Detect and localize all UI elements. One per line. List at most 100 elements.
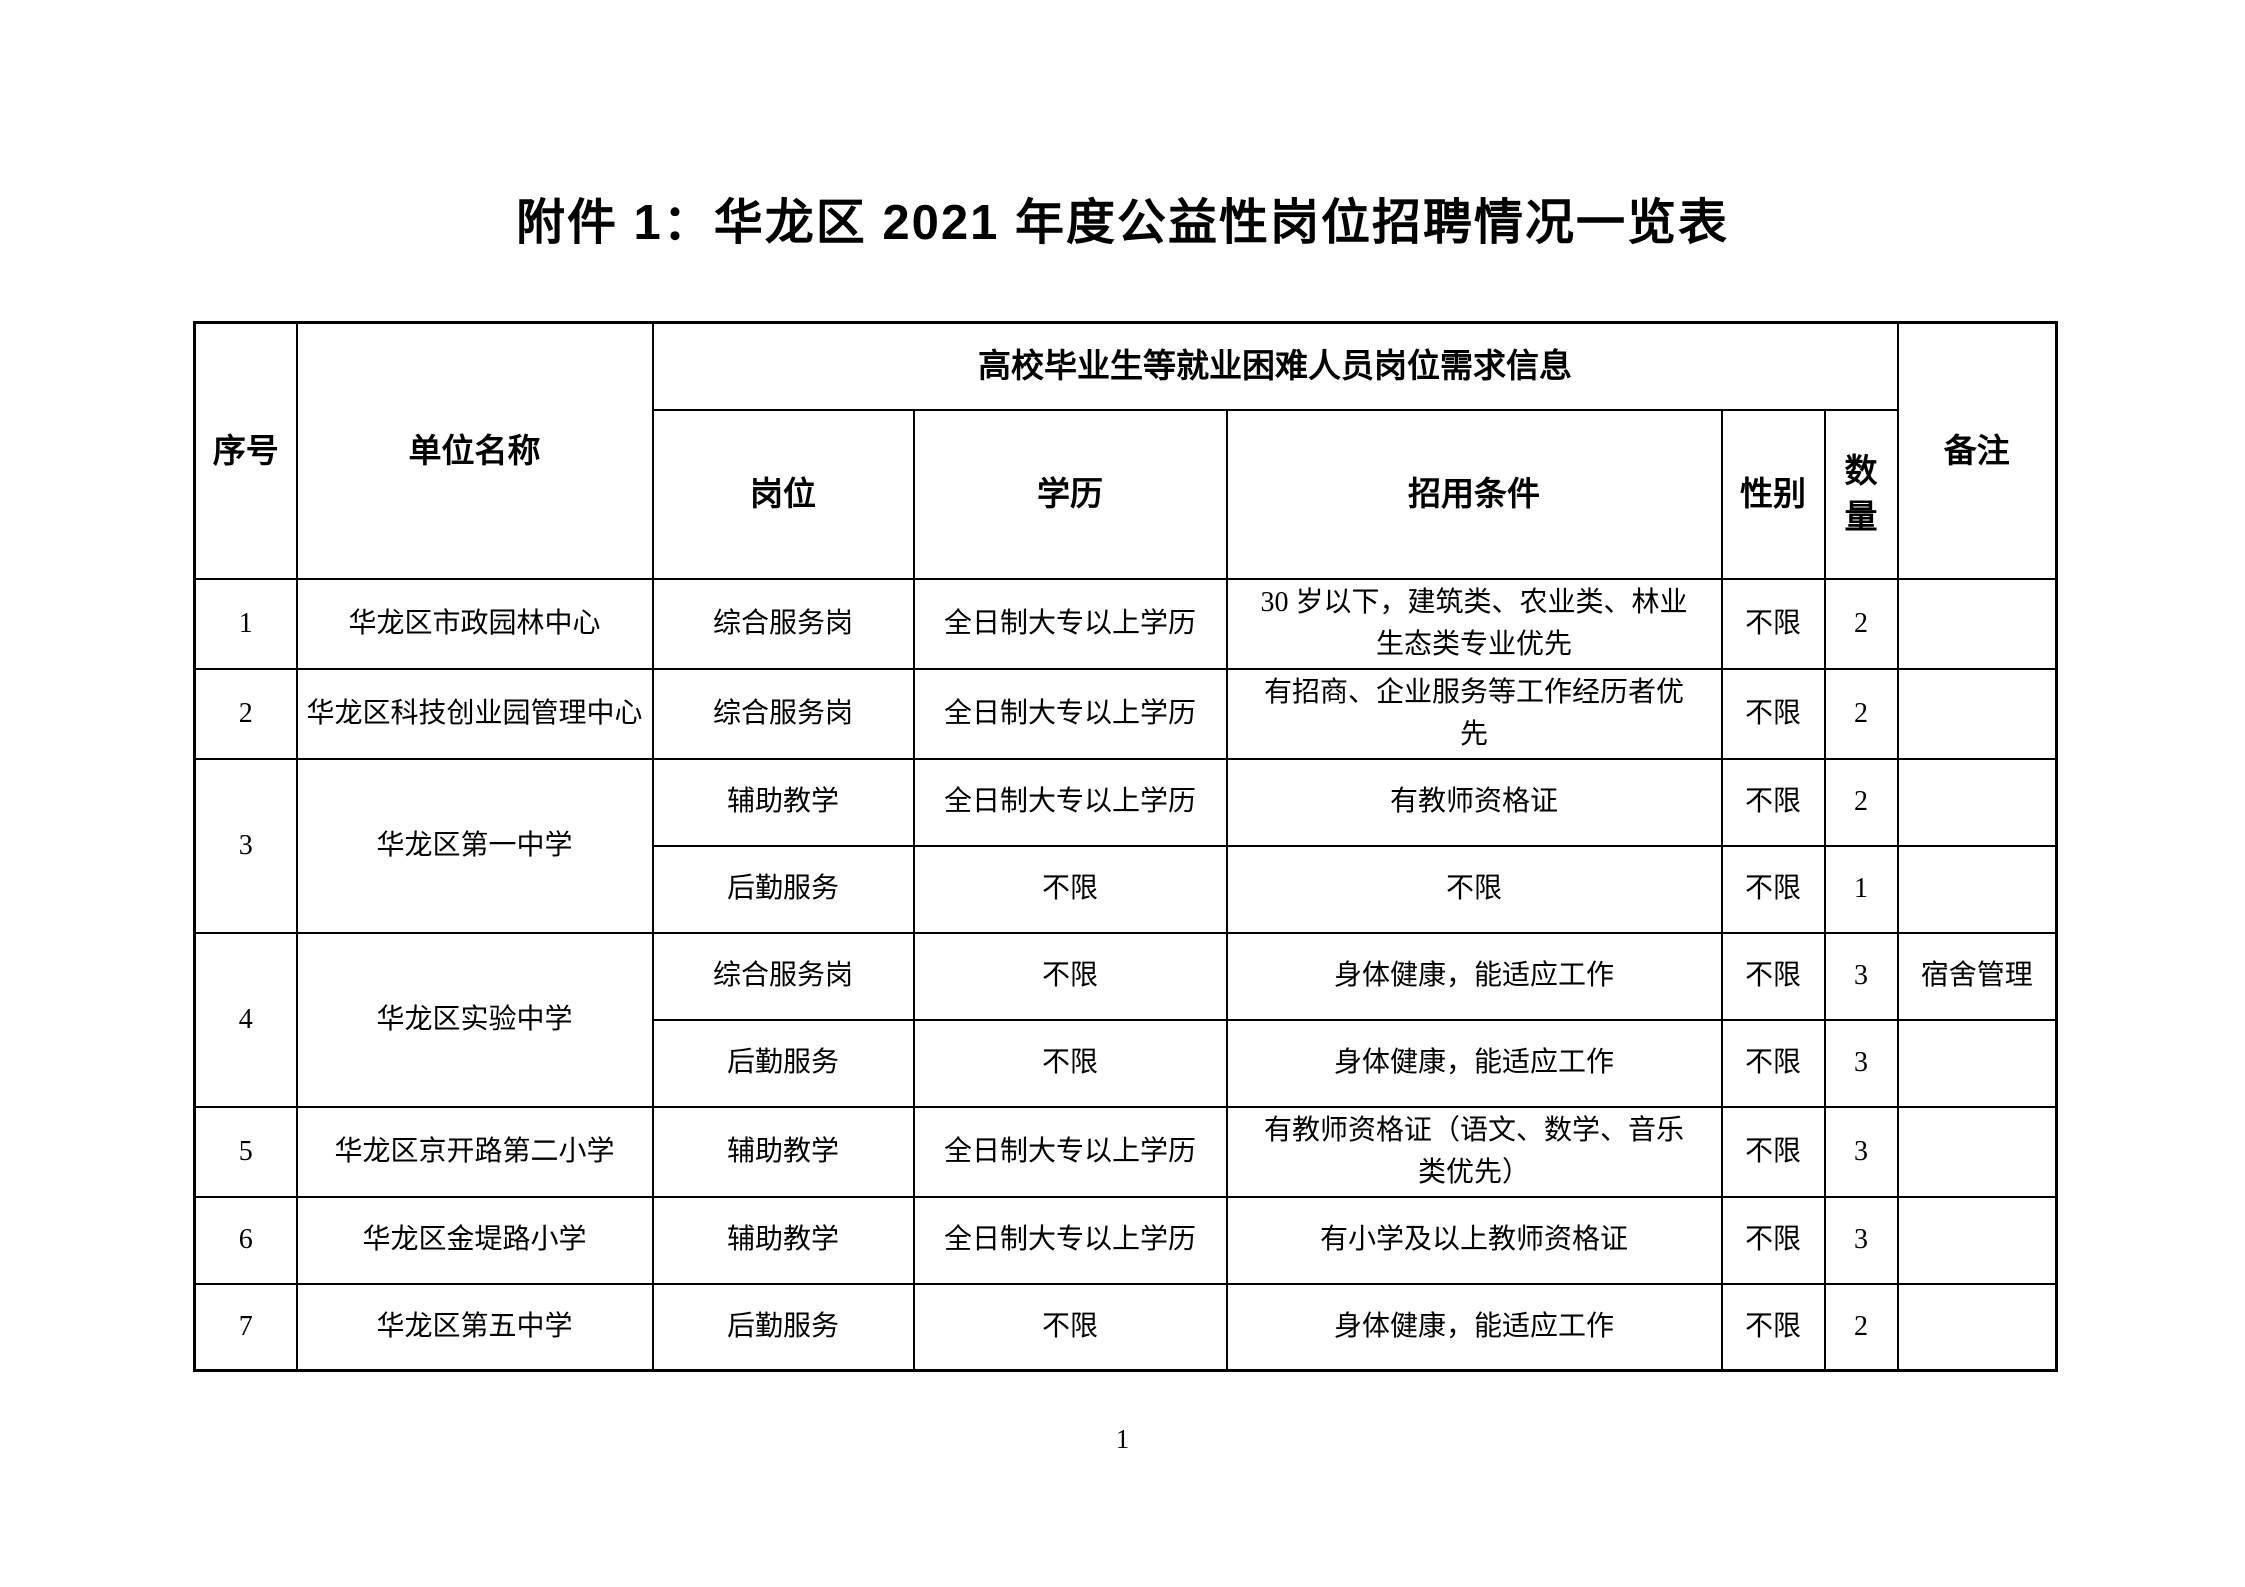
remark-cell [1896,1018,2058,1108]
post-cell: 综合服务岗 [651,577,915,670]
table-row: 7 华龙区第五中学 后勤服务 不限 身体健康，能适应工作 不限 2 [193,1282,2058,1372]
quantity-cell: 2 [1823,1282,1899,1372]
gender-cell: 不限 [1720,1195,1826,1285]
education-cell: 全日制大专以上学历 [912,757,1228,847]
gender-cell: 不限 [1720,1018,1826,1108]
conditions-cell: 有教师资格证（语文、数学、音乐类优先） [1225,1105,1723,1198]
post-cell: 辅助教学 [651,757,915,847]
quantity-cell: 3 [1823,1105,1899,1198]
quantity-cell: 3 [1823,931,1899,1021]
gender-cell: 不限 [1720,1282,1826,1372]
quantity-cell: 2 [1823,667,1899,760]
table-group-header: 高校毕业生等就业困难人员岗位需求信息 [651,321,1899,411]
serial-cell: 2 [193,667,298,760]
table-body: 1 华龙区市政园林中心 综合服务岗 全日制大专以上学历 30 岁以下，建筑类、农… [193,577,2058,1372]
remark-cell [1896,844,2058,934]
table-row: 6 华龙区金堤路小学 辅助教学 全日制大专以上学历 有小学及以上教师资格证 不限… [193,1195,2058,1285]
conditions-text: 有教师资格证 [1389,786,1558,817]
conditions-cell: 30 岁以下，建筑类、农业类、林业生态类专业优先 [1225,577,1723,670]
table-row: 2 华龙区科技创业园管理中心 综合服务岗 全日制大专以上学历 有招商、企业服务等… [193,667,2058,760]
conditions-text: 有教师资格证（语文、数学、音乐类优先） [1263,1114,1684,1188]
table-row: 后勤服务 不限 身体健康，能适应工作 不限 3 [195,1018,2058,1108]
unit-cell: 华龙区金堤路小学 [295,1195,654,1285]
quantity-cell: 1 [1823,844,1899,934]
column-header-unit: 单位名称 [295,321,654,580]
remark-cell [1896,667,2058,760]
post-cell: 后勤服务 [651,1282,915,1372]
column-header-gender: 性别 [1720,408,1826,580]
table-row: 5 华龙区京开路第二小学 辅助教学 全日制大专以上学历 有教师资格证（语文、数学… [193,1105,2058,1198]
education-cell: 全日制大专以上学历 [912,667,1228,760]
conditions-text: 身体健康，能适应工作 [1333,1310,1614,1342]
education-cell: 全日制大专以上学历 [912,577,1228,670]
unit-cell: 华龙区科技创业园管理中心 [295,667,654,760]
page-title: 附件 1：华龙区 2021 年度公益性岗位招聘情况一览表 [515,196,1730,250]
unit-cell: 华龙区市政园林中心 [295,577,654,670]
conditions-cell: 身体健康，能适应工作 [1225,1018,1723,1108]
serial-cell: 1 [193,577,298,670]
education-cell: 全日制大专以上学历 [912,1105,1228,1198]
unit-cell: 华龙区京开路第二小学 [295,1105,654,1198]
education-cell: 不限 [912,931,1228,1021]
education-cell: 全日制大专以上学历 [912,1195,1228,1285]
table-row: 3 华龙区第一中学 辅助教学 全日制大专以上学历 有教师资格证 不限 2 [193,757,2058,934]
quantity-cell: 2 [1823,577,1899,670]
education-cell: 不限 [912,844,1228,934]
gender-cell: 不限 [1720,757,1826,847]
quantity-cell: 3 [1823,1195,1899,1285]
gender-cell: 不限 [1720,667,1826,760]
remark-cell [1896,1105,2058,1198]
column-header-remark: 备注 [1896,321,2058,580]
conditions-cell: 有小学及以上教师资格证 [1225,1195,1723,1285]
post-cell: 后勤服务 [651,1018,915,1108]
post-cell: 综合服务岗 [651,667,915,760]
serial-cell: 6 [193,1195,298,1285]
quantity-cell: 3 [1823,1018,1899,1108]
post-cell: 后勤服务 [651,844,915,934]
table-header-row-top: 序号 单位名称 高校毕业生等就业困难人员岗位需求信息 备注 [193,321,2058,580]
conditions-cell: 身体健康，能适应工作 [1225,1282,1723,1372]
conditions-cell: 有教师资格证 [1225,757,1723,847]
education-cell: 不限 [912,1018,1228,1108]
serial-cell: 4 [193,931,298,1108]
conditions-cell: 不限 [1225,844,1723,934]
column-header-education: 学历 [912,408,1228,580]
page-number: 1 [1115,1424,1130,1454]
conditions-cell: 有招商、企业服务等工作经历者优先 [1225,667,1723,760]
column-header-post: 岗位 [651,408,915,580]
education-cell: 不限 [912,1282,1228,1372]
conditions-text: 30 岁以下，建筑类、农业类、林业生态类专业优先 [1260,586,1688,660]
table-row: 4 华龙区实验中学 综合服务岗 不限 身体健康，能适应工作 不限 3 宿舍管理 [193,931,2058,1108]
table-row: 后勤服务 不限 不限 不限 1 [195,844,2058,934]
conditions-text: 有招商、企业服务等工作经历者优先 [1263,676,1684,750]
table-row: 1 华龙区市政园林中心 综合服务岗 全日制大专以上学历 30 岁以下，建筑类、农… [193,577,2058,670]
conditions-text: 身体健康，能适应工作 [1333,960,1614,991]
serial-cell: 5 [193,1105,298,1198]
conditions-text: 不限 [1445,873,1502,904]
column-header-quantity: 数量 [1823,408,1899,580]
gender-cell: 不限 [1720,1105,1826,1198]
unit-cell: 华龙区第一中学 [295,757,654,934]
gender-cell: 不限 [1720,931,1826,1021]
post-cell: 辅助教学 [651,1195,915,1285]
post-cell: 综合服务岗 [651,931,915,1021]
remark-cell [1896,1282,2058,1372]
remark-cell [1896,757,2058,847]
recruitment-table: 序号 单位名称 高校毕业生等就业困难人员岗位需求信息 备注 岗位 学历 招用条件… [193,321,2059,1372]
quantity-cell: 2 [1823,757,1899,847]
remark-cell [1896,1195,2058,1285]
table-header-row-sub: 岗位 学历 招用条件 性别 数量 [195,408,2057,580]
column-header-conditions: 招用条件 [1225,408,1723,580]
unit-cell: 华龙区实验中学 [295,931,654,1108]
conditions-text: 身体健康，能适应工作 [1333,1047,1614,1078]
gender-cell: 不限 [1720,577,1826,670]
remark-cell: 宿舍管理 [1896,931,2058,1021]
conditions-cell: 身体健康，能适应工作 [1225,931,1723,1021]
remark-cell [1896,577,2058,670]
conditions-text: 有小学及以上教师资格证 [1319,1224,1628,1255]
unit-cell: 华龙区第五中学 [295,1282,654,1372]
post-cell: 辅助教学 [651,1105,915,1198]
serial-cell: 7 [193,1282,298,1372]
gender-cell: 不限 [1720,844,1826,934]
column-header-serial: 序号 [193,321,298,580]
